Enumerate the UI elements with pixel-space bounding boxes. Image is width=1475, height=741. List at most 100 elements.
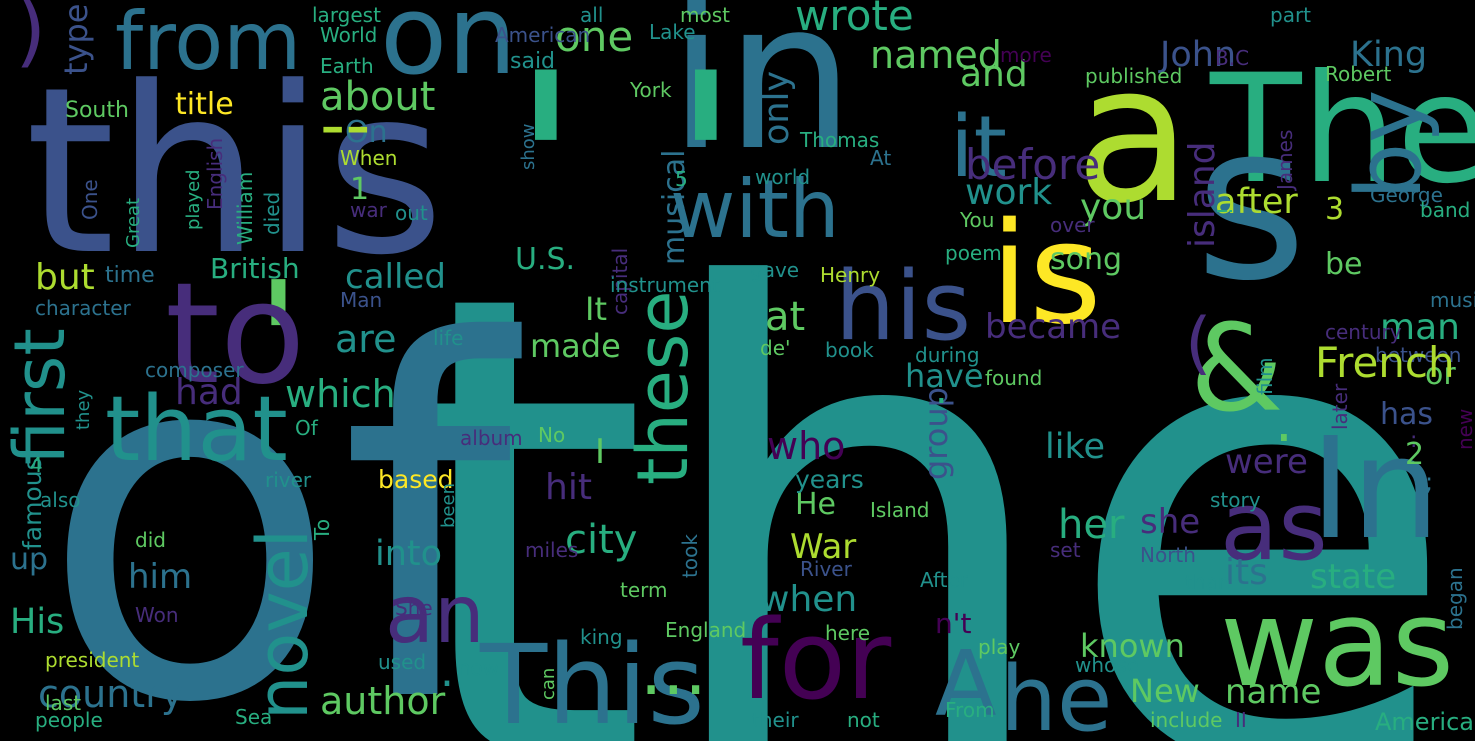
cloud-word: out <box>395 201 428 225</box>
cloud-word: 4 <box>30 453 43 477</box>
cloud-word: George <box>1370 183 1443 207</box>
cloud-word: a <box>1075 24 1192 245</box>
cloud-word: He <box>795 487 837 522</box>
cloud-word: River <box>800 557 852 581</box>
cloud-word: his <box>835 252 972 362</box>
cloud-word: Lake <box>649 20 696 44</box>
cloud-word: The <box>1210 43 1475 217</box>
cloud-word: after <box>1215 182 1298 222</box>
cloud-word: had <box>175 372 243 413</box>
cloud-word: can <box>538 667 559 700</box>
cloud-word: its <box>1225 552 1268 593</box>
cloud-word: Great <box>123 197 144 248</box>
cloud-word: Thomas <box>800 128 880 152</box>
cloud-word: like <box>1045 427 1106 467</box>
cloud-word: Henry <box>820 263 881 287</box>
cloud-word: in <box>668 0 855 196</box>
cloud-word: -- <box>320 84 371 166</box>
cloud-word: new <box>1453 408 1475 450</box>
cloud-word: be <box>1325 247 1363 282</box>
cloud-word: called <box>345 257 446 297</box>
cloud-word: band <box>1420 198 1471 222</box>
cloud-word: New <box>1130 672 1200 710</box>
cloud-word: world <box>755 165 811 189</box>
cloud-word: first <box>0 328 81 465</box>
cloud-word: : <box>1410 428 1418 453</box>
cloud-word: miles <box>525 538 579 562</box>
cloud-word: poem <box>945 241 1002 265</box>
cloud-word: One <box>78 179 102 220</box>
cloud-word: last <box>45 691 82 715</box>
cloud-word: people <box>35 708 103 732</box>
cloud-word: U.S. <box>515 242 576 277</box>
cloud-word: Sea <box>235 705 273 729</box>
cloud-word: term <box>620 578 668 602</box>
cloud-word: before <box>965 140 1101 189</box>
cloud-word: America <box>1375 708 1474 736</box>
cloud-word: at <box>765 294 806 340</box>
cloud-word: ' <box>670 19 742 321</box>
cloud-word: years <box>795 465 864 494</box>
cloud-word: 2 <box>1405 437 1425 472</box>
cloud-word: composer <box>145 358 244 382</box>
cloud-word: ' <box>255 246 302 444</box>
cloud-word: not <box>847 708 880 732</box>
cloud-word: him <box>128 557 193 597</box>
cloud-word: were <box>1225 442 1308 482</box>
cloud-word: been <box>438 483 459 528</box>
cloud-word: the <box>395 157 1462 741</box>
cloud-word: book <box>825 338 874 362</box>
cloud-word: On <box>345 115 388 150</box>
cloud-word: over <box>1050 213 1095 237</box>
cloud-word: as <box>1220 472 1328 582</box>
cloud-word: War <box>790 527 857 567</box>
cloud-word: and <box>960 54 1028 95</box>
cloud-word: wrote <box>795 0 914 40</box>
cloud-word: known <box>1080 627 1185 665</box>
cloud-word: Robert <box>1325 62 1392 86</box>
cloud-word: album <box>460 426 523 450</box>
cloud-word: president <box>45 648 140 672</box>
cloud-word: took <box>678 534 702 578</box>
cloud-word: largest <box>312 3 381 27</box>
cloud-word: of <box>40 239 513 741</box>
cloud-word: published <box>1085 64 1183 88</box>
cloud-word: was <box>1220 575 1455 714</box>
cloud-word: when <box>760 579 858 620</box>
cloud-word: it <box>950 98 1007 197</box>
cloud-word: country <box>38 672 184 716</box>
cloud-word: I <box>595 432 606 472</box>
cloud-word: city <box>565 517 638 563</box>
cloud-word: whose <box>1075 653 1139 677</box>
cloud-word: This <box>480 621 705 741</box>
cloud-word: Won <box>135 603 179 627</box>
cloud-word: York <box>630 78 672 102</box>
cloud-word: they <box>73 389 94 430</box>
cloud-word: 3 <box>1325 192 1345 227</box>
cloud-word: American <box>495 23 591 47</box>
cloud-word: James <box>1273 129 1297 190</box>
cloud-word: did <box>135 528 166 552</box>
cloud-word: time <box>105 263 155 288</box>
cloud-word: His <box>10 602 65 642</box>
cloud-word: up <box>10 542 49 577</box>
cloud-word: have <box>905 357 984 395</box>
cloud-word: on <box>380 0 518 99</box>
cloud-word: one <box>555 12 634 61</box>
cloud-word: French <box>1315 338 1455 387</box>
cloud-word: now <box>458 656 500 680</box>
cloud-word: life <box>433 326 464 350</box>
cloud-word: but <box>35 257 95 298</box>
cloud-word: here <box>825 621 871 645</box>
cloud-word: with <box>670 163 840 256</box>
cloud-word: ` <box>1310 0 1410 126</box>
cloud-word: ' <box>510 19 582 321</box>
cloud-word: based <box>378 465 454 494</box>
cloud-word: hit <box>545 467 592 508</box>
cloud-word: Island <box>870 498 930 522</box>
cloud-word: English <box>203 137 227 210</box>
cloud-word: To <box>310 518 334 540</box>
cloud-word: John <box>1160 35 1237 75</box>
cloud-word: . <box>1275 390 1293 455</box>
